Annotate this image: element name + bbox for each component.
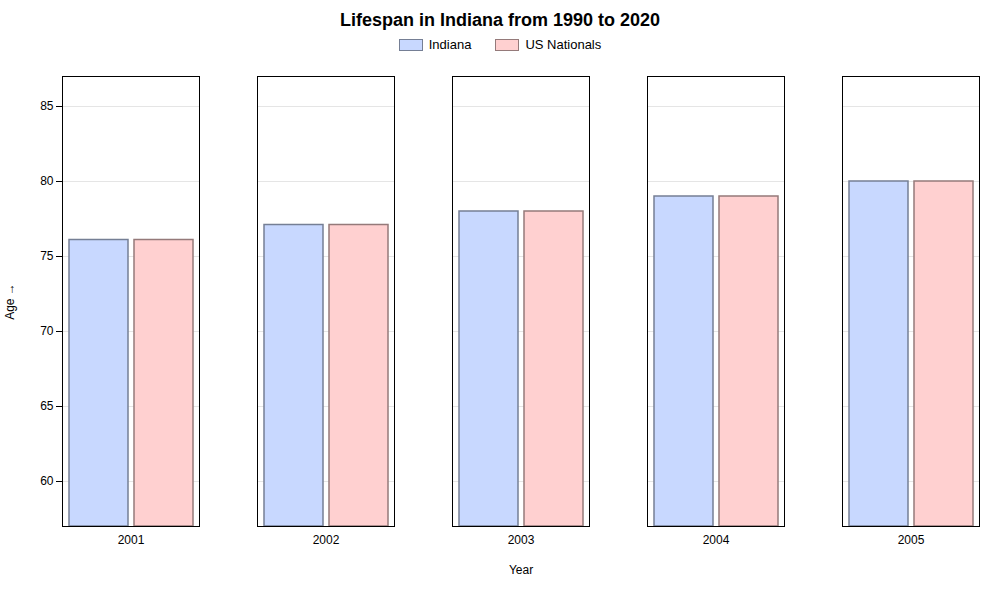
svg-text:65: 65 (40, 399, 54, 413)
svg-text:2005: 2005 (898, 533, 925, 547)
svg-text:60: 60 (40, 474, 54, 488)
html-text:US Nationals: US Nationals (525, 37, 602, 52)
svg-text:Year: Year (509, 563, 533, 577)
svg-text:2001: 2001 (118, 533, 145, 547)
svg-text:2003: 2003 (508, 533, 535, 547)
svg-text:2002: 2002 (313, 533, 340, 547)
svg-text:2004: 2004 (703, 533, 730, 547)
svg-text:80: 80 (40, 174, 54, 188)
svg-text:75: 75 (40, 249, 54, 263)
svg-text:Age →: Age → (3, 283, 17, 320)
svg-text:70: 70 (40, 324, 54, 338)
html-text:Lifespan in Indiana from 1990: Lifespan in Indiana from 1990 to 2020 (339, 10, 660, 30)
html-text:Indiana: Indiana (428, 37, 472, 52)
svg-text:85: 85 (40, 99, 54, 113)
